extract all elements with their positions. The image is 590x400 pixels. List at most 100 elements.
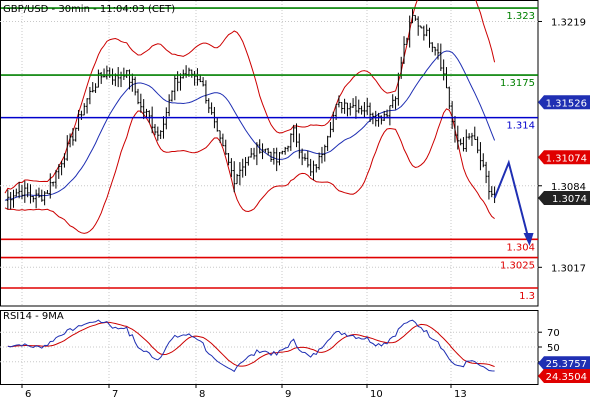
x-tick-label: 6 [25, 389, 31, 400]
price-bar [405, 37, 409, 45]
price-bar [46, 190, 49, 195]
price-bar [266, 147, 270, 156]
price-bar [131, 73, 134, 92]
price-bar [402, 36, 406, 64]
resistance-label: 1.3175 [500, 78, 535, 89]
price-bar [80, 110, 83, 120]
resistance-label: 1.323 [506, 11, 535, 22]
price-bar [201, 77, 205, 87]
price-bar [298, 133, 301, 159]
price-bar [182, 69, 185, 79]
y-tick-label: 1.3017 [551, 263, 586, 274]
price-bar [431, 42, 434, 53]
price-panel-frame [0, 0, 539, 307]
price-bar [184, 65, 188, 78]
price-bar [60, 160, 63, 176]
rsi-tick-label: 70 [547, 328, 560, 339]
price-bar [145, 108, 148, 118]
moving-average [4, 50, 496, 201]
y-tick-label: 1.3084 [551, 182, 586, 193]
projection-arrowhead [523, 232, 534, 246]
price-bar [216, 117, 219, 132]
price-bar [445, 67, 448, 89]
price-bar [94, 83, 97, 93]
rsi-tag-shape [538, 368, 590, 383]
price-bar [453, 115, 457, 143]
price-bar [100, 72, 103, 84]
price-bar [117, 67, 120, 88]
price-bar [255, 142, 259, 166]
price-bar [306, 150, 310, 168]
price-bar [49, 173, 52, 199]
price-bar [317, 152, 321, 170]
price-bar [128, 69, 131, 90]
price-bar [470, 132, 474, 146]
price-bar [43, 191, 46, 206]
price-bar [300, 148, 304, 166]
price-bar [224, 139, 227, 155]
price-bar [235, 173, 239, 185]
price-tag-shape [538, 150, 590, 165]
x-tick-label: 8 [199, 389, 205, 400]
price-bar [264, 148, 267, 153]
price-tag-label: 1.31074 [546, 153, 587, 164]
projection-line [493, 159, 530, 240]
price-bar [51, 181, 55, 187]
price-tag-red: 1.31074 [538, 150, 590, 165]
y-tick-label: 1.3219 [551, 17, 586, 28]
price-bar [227, 152, 230, 166]
price-bar [97, 69, 100, 88]
price-tag-label: 1.31526 [546, 98, 587, 109]
price-bar [391, 94, 394, 109]
rsi-tag-shape [538, 356, 590, 371]
price-bar [111, 68, 114, 85]
price-bar [340, 101, 343, 114]
price-axis: 1.3219 1.3084 1.3017 1.31526 1.31074 1.3074 [538, 17, 590, 274]
price-tag-black: 1.3074 [538, 190, 590, 205]
price-bar [122, 67, 126, 80]
rsi-tag-blue: 25.3757 [538, 356, 590, 371]
price-bar [66, 135, 69, 161]
price-bar [210, 102, 213, 115]
price-tag-shape [538, 190, 590, 205]
x-tick-label: 10 [370, 389, 383, 400]
price-bar [337, 95, 341, 108]
candles [6, 9, 496, 210]
price-bar [436, 43, 440, 60]
bollinger-lower [4, 108, 495, 234]
support-label: 1.3 [519, 291, 535, 302]
price-bar [289, 133, 293, 151]
price-bar [462, 137, 465, 152]
price-bar [250, 147, 253, 158]
price-bar [416, 16, 420, 36]
x-tick-label: 7 [112, 389, 118, 400]
price-bar [354, 96, 358, 119]
price-bar [377, 112, 380, 127]
price-bar [218, 130, 222, 143]
price-bar [286, 145, 290, 152]
price-bar [368, 102, 372, 122]
price-bar [479, 142, 482, 171]
price-bar [459, 138, 462, 146]
price-bar [170, 90, 174, 102]
rsi-grid [0, 310, 539, 385]
price-bar [252, 147, 256, 160]
x-tick-label: 13 [454, 389, 467, 400]
price-tag-label: 1.3074 [552, 194, 587, 205]
price-bar [419, 25, 423, 29]
price-bar [487, 170, 491, 200]
rsi-tag-label: 25.3757 [546, 359, 587, 370]
price-bar [74, 127, 77, 142]
rsi-line [7, 319, 495, 373]
price-bar [63, 153, 66, 168]
price-bar [207, 98, 210, 114]
price-bar [148, 110, 151, 123]
price-bar [167, 94, 171, 117]
price-bar [411, 9, 414, 24]
price-bar [349, 102, 352, 116]
price-bar [241, 158, 244, 178]
price-bar [323, 144, 326, 162]
price-bar [467, 133, 471, 140]
price-bar [26, 183, 29, 198]
